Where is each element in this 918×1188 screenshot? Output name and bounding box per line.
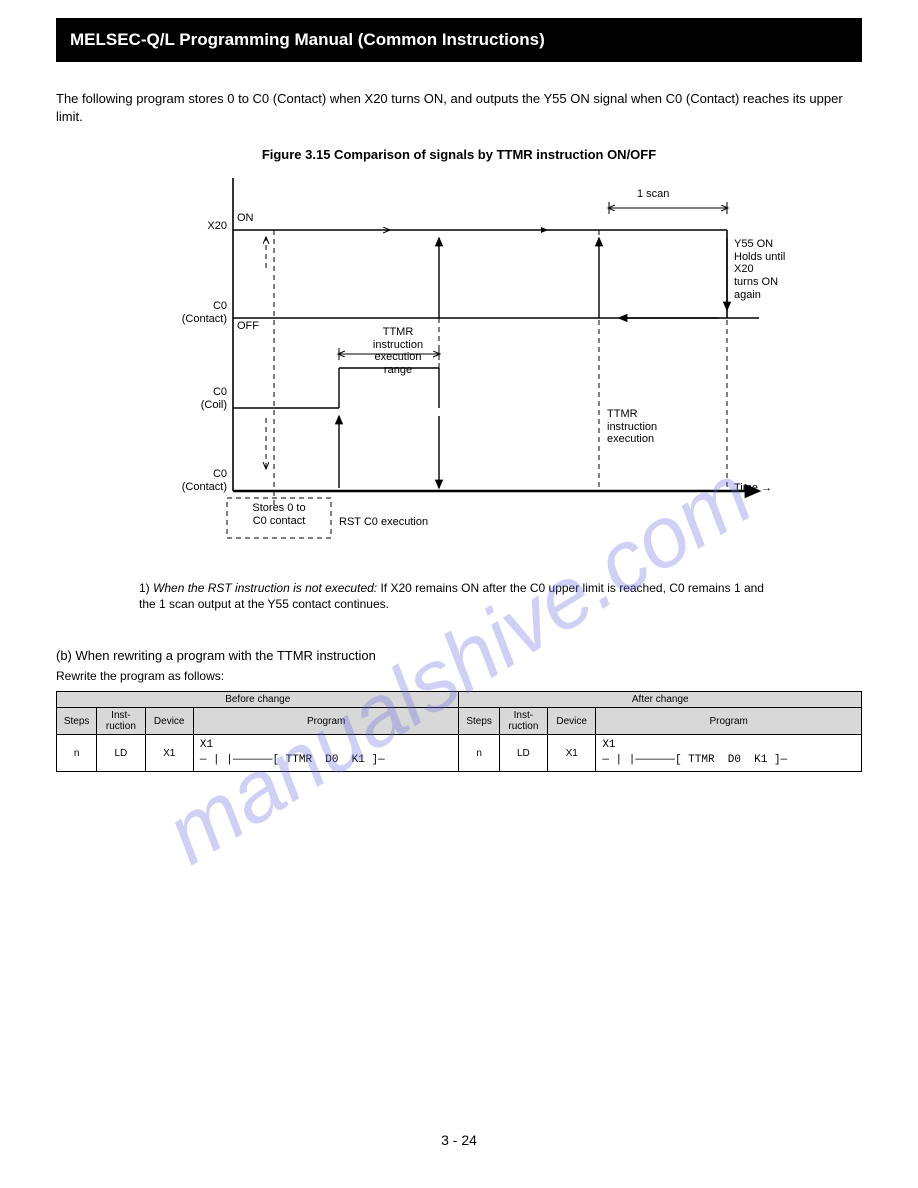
label-off-mid: OFF xyxy=(237,320,259,333)
rule-heading: (b) When rewriting a program with the TT… xyxy=(56,648,862,663)
table-row: n LD X1 X1 — | |——————[ TTMR D0 K1 ]— n … xyxy=(57,735,862,772)
figure-note: 1) When the RST instruction is not execu… xyxy=(139,580,779,612)
cell-r-steps: n xyxy=(459,735,499,772)
th-before: Before change xyxy=(57,692,459,708)
label-rst-exec: RST C0 execution xyxy=(339,516,428,529)
col-steps-l: Steps xyxy=(57,708,97,735)
page-number: 3 - 24 xyxy=(0,1132,918,1148)
label-c0-contact-bot: C0 (Contact) xyxy=(147,468,227,493)
th-after: After change xyxy=(459,692,862,708)
cell-l-inst: LD xyxy=(97,735,145,772)
note-bullet: 1) xyxy=(139,581,150,595)
cell-r-prog: X1 — | |——————[ TTMR D0 K1 ]— xyxy=(596,735,862,772)
cell-l-dev: X1 xyxy=(145,735,193,772)
label-x20: X20 xyxy=(147,220,227,233)
label-rst-box: Stores 0 to C0 contact xyxy=(233,502,325,527)
header-title: MELSEC-Q/L Programming Manual (Common In… xyxy=(70,30,545,50)
figure-title: Figure 3.15 Comparison of signals by TTM… xyxy=(139,147,779,162)
note-italic: When the RST instruction is not executed… xyxy=(153,581,377,595)
col-prog-r: Program xyxy=(596,708,862,735)
cell-l-steps: n xyxy=(57,735,97,772)
label-c0-contact-top: C0 (Contact) xyxy=(147,300,227,325)
cell-r-dev: X1 xyxy=(548,735,596,772)
rule-sub: Rewrite the program as follows: xyxy=(56,669,862,683)
col-steps-r: Steps xyxy=(459,708,499,735)
col-inst-r: Inst- ruction xyxy=(499,708,547,735)
label-c0-coil: C0 (Coil) xyxy=(147,386,227,411)
cell-l-prog: X1 — | |——————[ TTMR D0 K1 ]— xyxy=(193,735,459,772)
col-dev-l: Device xyxy=(145,708,193,735)
col-prog-l: Program xyxy=(193,708,459,735)
label-time: Time → xyxy=(734,482,772,495)
figure-block: Figure 3.15 Comparison of signals by TTM… xyxy=(139,147,779,612)
intro-paragraph: The following program stores 0 to C0 (Co… xyxy=(56,90,862,125)
label-1scan: 1 scan xyxy=(637,188,669,201)
label-y55: Y55 ON Holds until X20 turns ON again xyxy=(734,238,789,301)
timing-diagram: X20 ON OFF C0 (Contact) C0 (Coil) C0 (Co… xyxy=(139,168,779,568)
ladder-table: Before change After change Steps Inst- r… xyxy=(56,691,862,772)
col-inst-l: Inst- ruction xyxy=(97,708,145,735)
label-ttmr-exec2: TTMR instruction execution xyxy=(607,408,697,446)
label-on-top: ON xyxy=(237,212,254,225)
col-dev-r: Device xyxy=(548,708,596,735)
header-bar: MELSEC-Q/L Programming Manual (Common In… xyxy=(56,18,862,62)
label-ttmr-range: TTMR instruction execution range xyxy=(353,326,443,377)
cell-r-inst: LD xyxy=(499,735,547,772)
